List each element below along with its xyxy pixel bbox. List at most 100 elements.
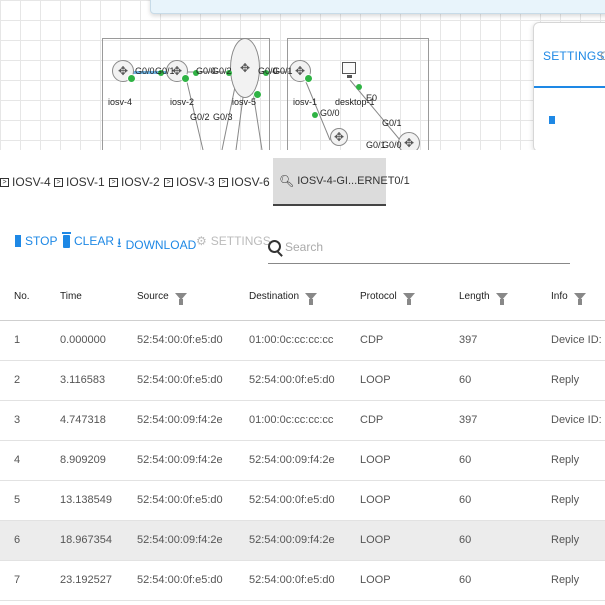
cell-source: 52:54:00:0f:e5:d0 [137, 334, 223, 346]
router-node-icon[interactable]: ✥ [398, 132, 420, 150]
capture-toolbar: STOP CLEAR ⭳ DOWNLOAD ⚙ SETTINGS [0, 222, 605, 266]
filter-icon[interactable] [495, 293, 508, 305]
clear-label: CLEAR [74, 234, 115, 248]
tab-settings[interactable]: SETTINGS [543, 49, 605, 63]
column-header-source[interactable]: Source [137, 291, 187, 305]
trash-icon [62, 231, 71, 248]
status-dot [304, 74, 313, 83]
column-header-destination[interactable]: Destination [249, 291, 318, 305]
cell-length: 60 [459, 494, 472, 506]
interface-label: G0/0 [196, 66, 216, 76]
table-row[interactable]: 5 13.138549 52:54:00:0f:e5:d0 52:54:00:0… [0, 481, 605, 521]
terminal-icon: > [0, 177, 9, 187]
cell-destination: 52:54:00:0f:e5:d0 [249, 574, 335, 586]
status-dot [253, 90, 262, 99]
terminal-icon: > [109, 177, 118, 187]
cell-no: 4 [14, 454, 21, 466]
table-row[interactable]: 2 3.116583 52:54:00:0f:e5:d0 52:54:00:0f… [0, 361, 605, 401]
router-node-icon[interactable]: ✥ [112, 60, 136, 83]
filter-icon[interactable] [174, 293, 187, 305]
cell-source: 52:54:00:0f:e5:d0 [137, 374, 223, 386]
cell-time: 4.747318 [60, 414, 106, 426]
tab-partial[interactable]: C [600, 49, 605, 63]
tab-label: IOSV-4 [12, 175, 51, 189]
cell-protocol: LOOP [360, 454, 391, 466]
tab-underline [534, 86, 605, 88]
cell-info: Reply [551, 494, 580, 506]
search-input[interactable] [285, 239, 555, 254]
column-header-protocol[interactable]: Protocol [360, 291, 415, 305]
interface-label: E0 [366, 93, 378, 103]
topology-canvas[interactable]: ✥ ✥ ✥ ✥ ✥ ✥ G0/0 G0/1 G0/0 G0/2 G0/0 G0/… [0, 0, 605, 150]
download-button[interactable]: ⭳ DOWNLOAD [117, 234, 196, 256]
node-group-box[interactable] [102, 38, 270, 150]
terminal-icon: > [164, 177, 173, 187]
tab-iosv-6[interactable]: > IOSV-6 [219, 158, 270, 206]
column-header-length[interactable]: Length [459, 291, 508, 305]
tab-iosv-2[interactable]: > IOSV-2 [109, 158, 160, 206]
table-row[interactable]: 4 8.909209 52:54:00:09:f4:2e 52:54:00:09… [0, 441, 605, 481]
cell-info: Reply [551, 454, 580, 466]
filter-icon[interactable] [305, 293, 318, 305]
terminal-icon: > [54, 177, 63, 187]
tab-iosv-4[interactable]: > IOSV-4 [0, 158, 51, 206]
interface-label: G0/2 [190, 112, 210, 122]
router-node-icon[interactable]: ✥ [230, 38, 262, 99]
cell-destination: 52:54:00:09:f4:2e [249, 454, 335, 466]
column-header-no[interactable]: No. [14, 291, 30, 302]
column-label: Time [60, 291, 82, 302]
interface-label: G0/3 [213, 112, 233, 122]
cell-protocol: LOOP [360, 494, 391, 506]
cell-destination: 01:00:0c:cc:cc:cc [249, 414, 334, 426]
cell-protocol: CDP [360, 414, 384, 426]
stop-button[interactable]: STOP [15, 234, 57, 248]
cell-destination: 52:54:00:09:f4:2e [249, 534, 335, 546]
settings-label: SETTINGS [210, 234, 271, 248]
cell-no: 7 [14, 574, 21, 586]
router-node-icon[interactable]: ✥ [166, 60, 190, 83]
cell-length: 397 [459, 414, 478, 426]
download-label: DOWNLOAD [125, 238, 197, 252]
table-header: No. Time Source Destination Protocol Len… [0, 276, 605, 321]
table-row[interactable]: 3 4.747318 52:54:00:09:f4:2e 01:00:0c:cc… [0, 401, 605, 441]
cell-time: 8.909209 [60, 454, 106, 466]
tab-iosv-1[interactable]: > IOSV-1 [54, 158, 105, 206]
table-row[interactable]: 7 23.192527 52:54:00:0f:e5:d0 52:54:00:0… [0, 561, 605, 601]
port-status-dot [226, 70, 232, 76]
cell-time: 18.967354 [60, 534, 112, 546]
interface-label: G0/0 [135, 66, 155, 76]
column-label: Destination [249, 291, 300, 302]
node-group-box[interactable] [287, 38, 429, 150]
filter-icon[interactable] [402, 293, 415, 305]
cell-no: 6 [14, 534, 21, 546]
cell-length: 60 [459, 374, 472, 386]
link-iosv4-iosv2[interactable] [128, 71, 176, 74]
cell-time: 0.000000 [60, 334, 106, 346]
side-panel: SETTINGS C [533, 22, 605, 150]
status-dot [181, 74, 190, 83]
tab-packet-capture[interactable]: 🔍︎ IOSV-4-GI...ERNET0/1 [273, 158, 410, 206]
router-node-icon[interactable]: ✥ [289, 60, 313, 83]
router-node-icon[interactable]: ✥ [330, 128, 348, 146]
cell-protocol: LOOP [360, 374, 391, 386]
column-header-time[interactable]: Time [60, 291, 82, 302]
cell-destination: 52:54:00:0f:e5:d0 [249, 494, 335, 506]
cell-no: 2 [14, 374, 21, 386]
cell-destination: 52:54:00:0f:e5:d0 [249, 374, 335, 386]
tab-label: IOSV-2 [121, 175, 160, 189]
column-label: Source [137, 291, 169, 302]
clear-button[interactable]: CLEAR [62, 231, 115, 248]
overlay-dialog-edge [150, 0, 605, 14]
tab-iosv-3[interactable]: > IOSV-3 [164, 158, 215, 206]
port-status-dot [193, 70, 199, 76]
console-tabs: > IOSV-4 > IOSV-1 > IOSV-2 > IOSV-3 > IO… [0, 158, 605, 206]
filter-icon[interactable] [573, 293, 586, 305]
desktop-node-icon[interactable] [342, 62, 356, 78]
table-row[interactable]: 1 0.000000 52:54:00:0f:e5:d0 01:00:0c:cc… [0, 321, 605, 361]
cell-info: Device ID: iosv- [551, 334, 605, 346]
column-label: Info [551, 291, 568, 302]
column-header-info[interactable]: Info [551, 291, 586, 305]
cell-source: 52:54:00:09:f4:2e [137, 534, 223, 546]
table-row-selected[interactable]: 6 18.967354 52:54:00:09:f4:2e 52:54:00:0… [0, 521, 605, 561]
settings-button[interactable]: ⚙ SETTINGS [196, 234, 271, 248]
